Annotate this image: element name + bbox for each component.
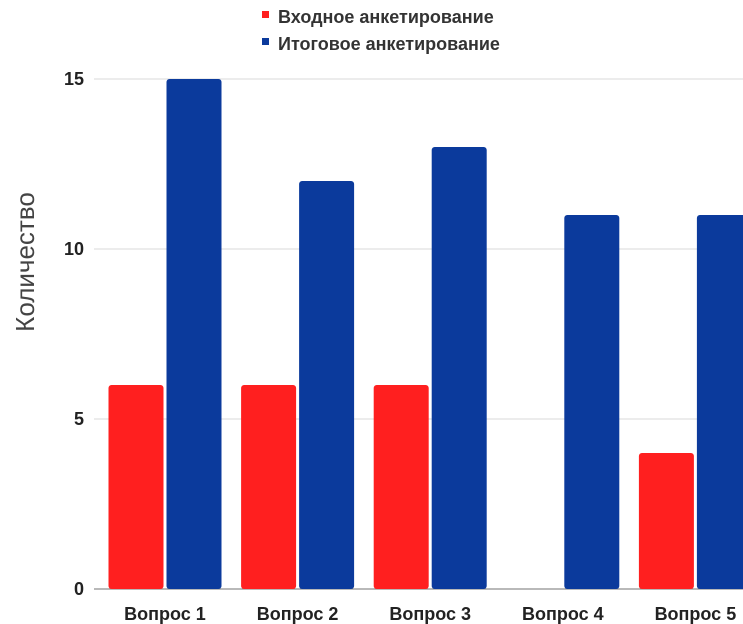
bars-layer: [108, 79, 743, 589]
legend-swatch-input-survey: [262, 11, 269, 18]
y-tick-label: 10: [64, 239, 84, 259]
bar-final-survey-2: [299, 181, 355, 589]
bar-final-survey-5: [696, 215, 743, 589]
category-label: Вопрос 1: [124, 604, 206, 624]
bar-final-survey-1: [166, 79, 222, 589]
bar-final-survey-4: [564, 215, 620, 589]
bar-input-survey-5: [638, 453, 694, 589]
legend: Входное анкетирование Итоговое анкетиров…: [262, 7, 500, 54]
bar-input-survey-2: [241, 385, 297, 589]
category-label: Вопрос 2: [257, 604, 339, 624]
bar-input-survey-3: [373, 385, 429, 589]
y-axis-title: Количество: [10, 192, 40, 332]
legend-label-input-survey: Входное анкетирование: [278, 7, 494, 27]
tick-labels: 0 5 10 15: [64, 69, 84, 599]
y-tick-label: 15: [64, 69, 84, 89]
category-label: Вопрос 3: [389, 604, 471, 624]
category-label: Вопрос 4: [522, 604, 604, 624]
bar-input-survey-1: [108, 385, 164, 589]
y-tick-label: 5: [74, 409, 84, 429]
bar-final-survey-3: [431, 147, 487, 589]
legend-label-final-survey: Итоговое анкетирование: [278, 34, 500, 54]
y-tick-label: 0: [74, 579, 84, 599]
category-label: Вопрос 5: [655, 604, 737, 624]
legend-swatch-final-survey: [262, 38, 269, 45]
category-labels: Вопрос 1 Вопрос 2 Вопрос 3 Вопрос 4 Вопрос 5: [124, 604, 736, 624]
